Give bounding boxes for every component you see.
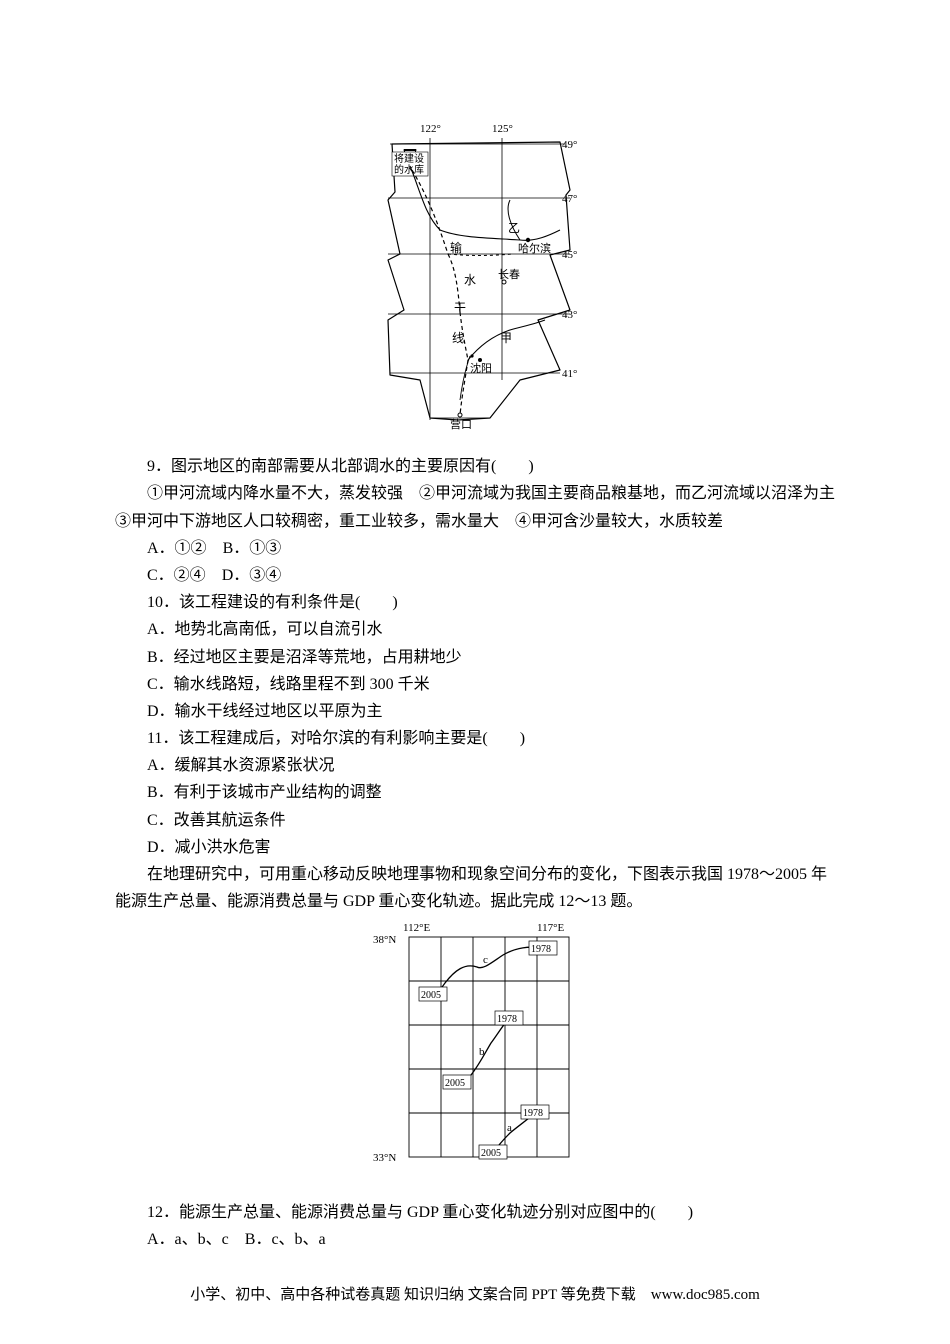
q11-optD: D．减小洪水危害 bbox=[115, 834, 835, 861]
q9-optD: D．③④ bbox=[222, 567, 282, 584]
ylabel-33: 33°N bbox=[373, 1152, 396, 1164]
xlabel-112: 112°E bbox=[403, 922, 430, 934]
xlabel-117: 117°E bbox=[537, 922, 564, 934]
b-2005: 2005 bbox=[445, 1078, 465, 1089]
lon-125: 125° bbox=[492, 123, 513, 135]
q12-stem: 12．能源生产总量、能源消费总量与 GDP 重心变化轨迹分别对应图中的( ) bbox=[115, 1199, 835, 1226]
q11-optA: A．缓解其水资源紧张状况 bbox=[115, 752, 835, 779]
label-xian: 线 bbox=[452, 331, 464, 345]
lon-122: 122° bbox=[420, 123, 441, 135]
ylabel-38: 38°N bbox=[373, 934, 396, 946]
a-1978: 1978 bbox=[523, 1108, 543, 1119]
city-harbin: 哈尔滨 bbox=[518, 241, 551, 255]
q10-stem: 10．该工程建设的有利条件是( ) bbox=[115, 589, 835, 616]
label-shui: 水 bbox=[464, 273, 476, 287]
q9-optC: C．②④ bbox=[147, 567, 206, 584]
b-1978: 1978 bbox=[497, 1014, 517, 1025]
q11-stem: 11．该工程建成后，对哈尔滨的有利影响主要是( ) bbox=[115, 725, 835, 752]
figure-2-container: 112°E 117°E 38°N 33°N 1978 2005 c 1978 2… bbox=[115, 915, 835, 1184]
lat-45: 45° bbox=[562, 249, 577, 261]
q12-optA: A．a、b、c bbox=[147, 1231, 229, 1248]
reservoir-label-1: 将建设 bbox=[394, 152, 424, 165]
lat-43: 43° bbox=[562, 309, 577, 321]
label-jia: 甲 bbox=[500, 331, 512, 345]
city-yingkou: 营口 bbox=[450, 417, 472, 430]
reservoir-label-2: 的水库 bbox=[394, 163, 424, 176]
label-c: c bbox=[483, 954, 488, 966]
label-shu: 输 bbox=[450, 240, 462, 255]
lat-41: 41° bbox=[562, 368, 577, 380]
q9-stem: 9．图示地区的南部需要从北部调水的主要原因有( ) bbox=[115, 453, 835, 480]
q10-optA: A．地势北高南低，可以自流引水 bbox=[115, 616, 835, 643]
q9-opts-row1: A．①② B．①③ bbox=[115, 535, 835, 562]
label-b: b bbox=[479, 1046, 485, 1058]
q9-optB: B．①③ bbox=[223, 540, 282, 557]
label-a: a bbox=[507, 1122, 512, 1134]
q9-statements: ①甲河流域内降水量不大，蒸发较强 ②甲河流域为我国主要商品粮基地，而乙河流域以沼… bbox=[115, 480, 835, 534]
city-shenyang: 沈阳 bbox=[470, 361, 492, 375]
c-1978: 1978 bbox=[531, 944, 551, 955]
label-yi: 乙 bbox=[508, 221, 520, 235]
label-gan: 干 bbox=[454, 301, 466, 315]
q10-optC: C．输水线路短，线路里程不到 300 千米 bbox=[115, 671, 835, 698]
q11-optC: C．改善其航运条件 bbox=[115, 807, 835, 834]
q11-optB: B．有利于该城市产业结构的调整 bbox=[115, 779, 835, 806]
lat-49: 49° bbox=[562, 139, 577, 151]
passage-2: 在地理研究中，可用重心移动反映地理事物和现象空间分布的变化，下图表示我国 197… bbox=[115, 861, 835, 915]
a-2005: 2005 bbox=[481, 1148, 501, 1159]
page-footer: 小学、初中、高中各种试卷真题 知识归纳 文案合同 PPT 等免费下载 www.d… bbox=[0, 1283, 950, 1309]
q12-optB: B．c、b、a bbox=[245, 1231, 326, 1248]
gravity-chart: 112°E 117°E 38°N 33°N 1978 2005 c 1978 2… bbox=[365, 915, 585, 1175]
q12-opts-row1: A．a、b、c B．c、b、a bbox=[115, 1226, 835, 1253]
figure-1-container: 122° 125° 49° 47° 45° 43° 41° 将建 bbox=[115, 120, 835, 439]
map-figure: 122° 125° 49° 47° 45° 43° 41° 将建 bbox=[370, 120, 580, 430]
c-2005: 2005 bbox=[421, 990, 441, 1001]
q9-opts-row2: C．②④ D．③④ bbox=[115, 562, 835, 589]
q10-optD: D．输水干线经过地区以平原为主 bbox=[115, 698, 835, 725]
q9-optA: A．①② bbox=[147, 540, 207, 557]
city-changchun: 长春 bbox=[498, 268, 520, 281]
q10-optB: B．经过地区主要是沼泽等荒地，占用耕地少 bbox=[115, 644, 835, 671]
lat-47: 47° bbox=[562, 193, 577, 205]
